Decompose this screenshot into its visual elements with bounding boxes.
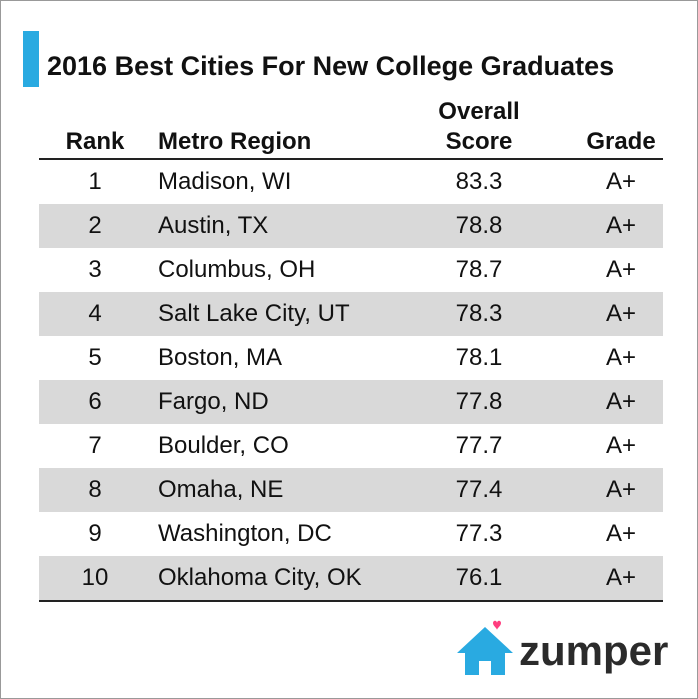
column-header: Metro Region <box>158 128 312 155</box>
metro-region: Boulder, CO <box>158 432 289 459</box>
house <box>457 627 513 675</box>
rank: 1 <box>88 168 102 195</box>
table-row: 6 Fargo, ND 77.8 A+ <box>39 380 663 424</box>
metro-region: Fargo, ND <box>158 388 269 415</box>
table-row: 2 Austin, TX 78.8 A+ <box>39 204 663 248</box>
heart <box>493 620 501 630</box>
rank: 5 <box>88 344 102 371</box>
table-rule <box>39 600 663 602</box>
logo-icon <box>457 620 513 675</box>
table-row: 1 Madison, WI 83.3 A+ <box>39 160 663 204</box>
grade: A+ <box>605 388 637 415</box>
overall-score: 77.8 <box>455 388 503 415</box>
metro-region: Columbus, OH <box>158 256 316 283</box>
metro-region: Madison, WI <box>158 168 292 195</box>
rank: 10 <box>81 564 109 591</box>
column-header: Rank <box>65 128 125 155</box>
grade: A+ <box>605 520 637 547</box>
grade: A+ <box>605 212 637 239</box>
title: 2016 Best Cities For New College Graduat… <box>47 51 615 81</box>
rank: 2 <box>88 212 102 239</box>
rank: 3 <box>88 256 102 283</box>
grade: A+ <box>605 476 637 503</box>
metro-region: Omaha, NE <box>158 476 284 503</box>
header-rule <box>39 158 663 160</box>
overall-score: 78.1 <box>455 344 503 371</box>
grade: A+ <box>605 564 637 591</box>
table-row: 8 Omaha, NE 77.4 A+ <box>39 468 663 512</box>
rank: 8 <box>88 476 102 503</box>
grade: A+ <box>605 432 637 459</box>
table-row: 4 Salt Lake City, UT 78.3 A+ <box>39 292 663 336</box>
metro-region: Boston, MA <box>158 344 283 371</box>
table-row: 5 Boston, MA 78.1 A+ <box>39 336 663 380</box>
metro-region: Austin, TX <box>158 212 269 239</box>
rank: 6 <box>88 388 102 415</box>
rank: 9 <box>88 520 102 547</box>
grade: A+ <box>605 300 637 327</box>
metro-region: Salt Lake City, UT <box>158 300 350 327</box>
metro-region: Oklahoma City, OK <box>158 564 362 591</box>
metro-region: Washington, DC <box>158 520 332 547</box>
overall-score: 78.8 <box>455 212 503 239</box>
rank: 7 <box>88 432 102 459</box>
overall-score: 78.3 <box>455 300 503 327</box>
table-row: 9 Washington, DC 77.3 A+ <box>39 512 663 556</box>
grade: A+ <box>605 256 637 283</box>
grade: A+ <box>605 344 637 371</box>
overall-score: 77.4 <box>455 476 503 503</box>
accent-bar <box>23 31 39 87</box>
overall-score: 83.3 <box>455 168 503 195</box>
overall-score: 77.3 <box>455 520 503 547</box>
table-row: 7 Boulder, CO 77.7 A+ <box>39 424 663 468</box>
table-row: 3 Columbus, OH 78.7 A+ <box>39 248 663 292</box>
overall-score: 77.7 <box>455 432 503 459</box>
rank: 4 <box>88 300 102 327</box>
logo-text: zumper <box>519 627 669 674</box>
table-row: 10 Oklahoma City, OK 76.1 A+ <box>39 556 663 600</box>
overall-score: 78.7 <box>455 256 503 283</box>
column-header: Grade <box>586 128 656 155</box>
overall-score: 76.1 <box>455 564 503 591</box>
column-header: Overall Score <box>438 98 520 155</box>
grade: A+ <box>605 168 637 195</box>
